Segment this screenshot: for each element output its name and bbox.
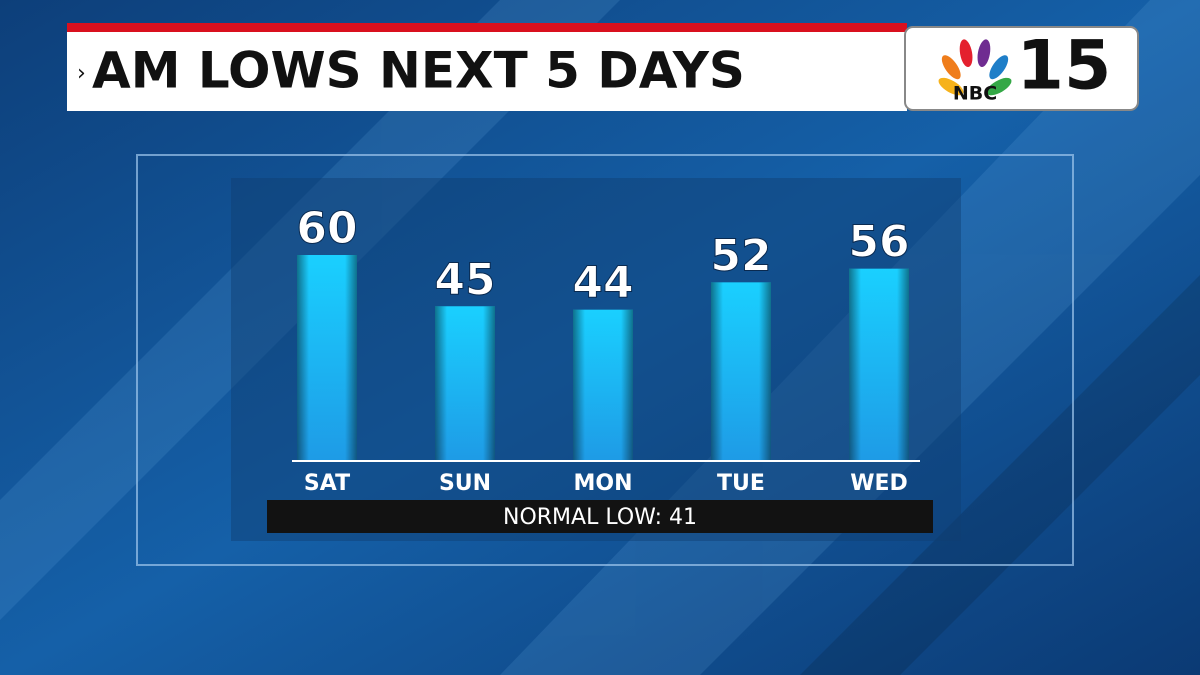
x-tick-label: TUE <box>717 471 765 496</box>
logo-network: NBC <box>953 83 997 105</box>
x-tick-label: SUN <box>439 471 491 496</box>
bar-shading <box>849 268 909 460</box>
title-bar <box>67 32 907 111</box>
value-label: 56 <box>848 217 909 268</box>
annotation: NORMAL LOW: 41 <box>503 505 697 530</box>
logo-channel: 15 <box>1017 27 1112 106</box>
bar-shading <box>573 309 633 460</box>
value-label: 52 <box>710 230 771 281</box>
title-chevron: › <box>77 61 86 86</box>
annotation-bar <box>267 500 933 533</box>
value-label: 45 <box>434 254 495 305</box>
plot: 60 SAT 45 SUN 44 MON 52 TUE 56 WED <box>296 203 910 497</box>
bar-shading <box>711 282 771 460</box>
bar-shading <box>435 306 495 460</box>
title-accent <box>67 23 907 32</box>
x-tick-label: SAT <box>304 471 350 496</box>
x-tick-label: MON <box>573 471 632 496</box>
chart-title: AM LOWS NEXT 5 DAYS <box>92 42 745 100</box>
x-tick-label: WED <box>850 471 908 496</box>
bar-shading <box>297 255 357 460</box>
chart-frame <box>136 154 1074 566</box>
peacock-logo <box>938 39 1012 96</box>
value-label: 60 <box>296 203 357 254</box>
value-label: 44 <box>572 258 633 309</box>
